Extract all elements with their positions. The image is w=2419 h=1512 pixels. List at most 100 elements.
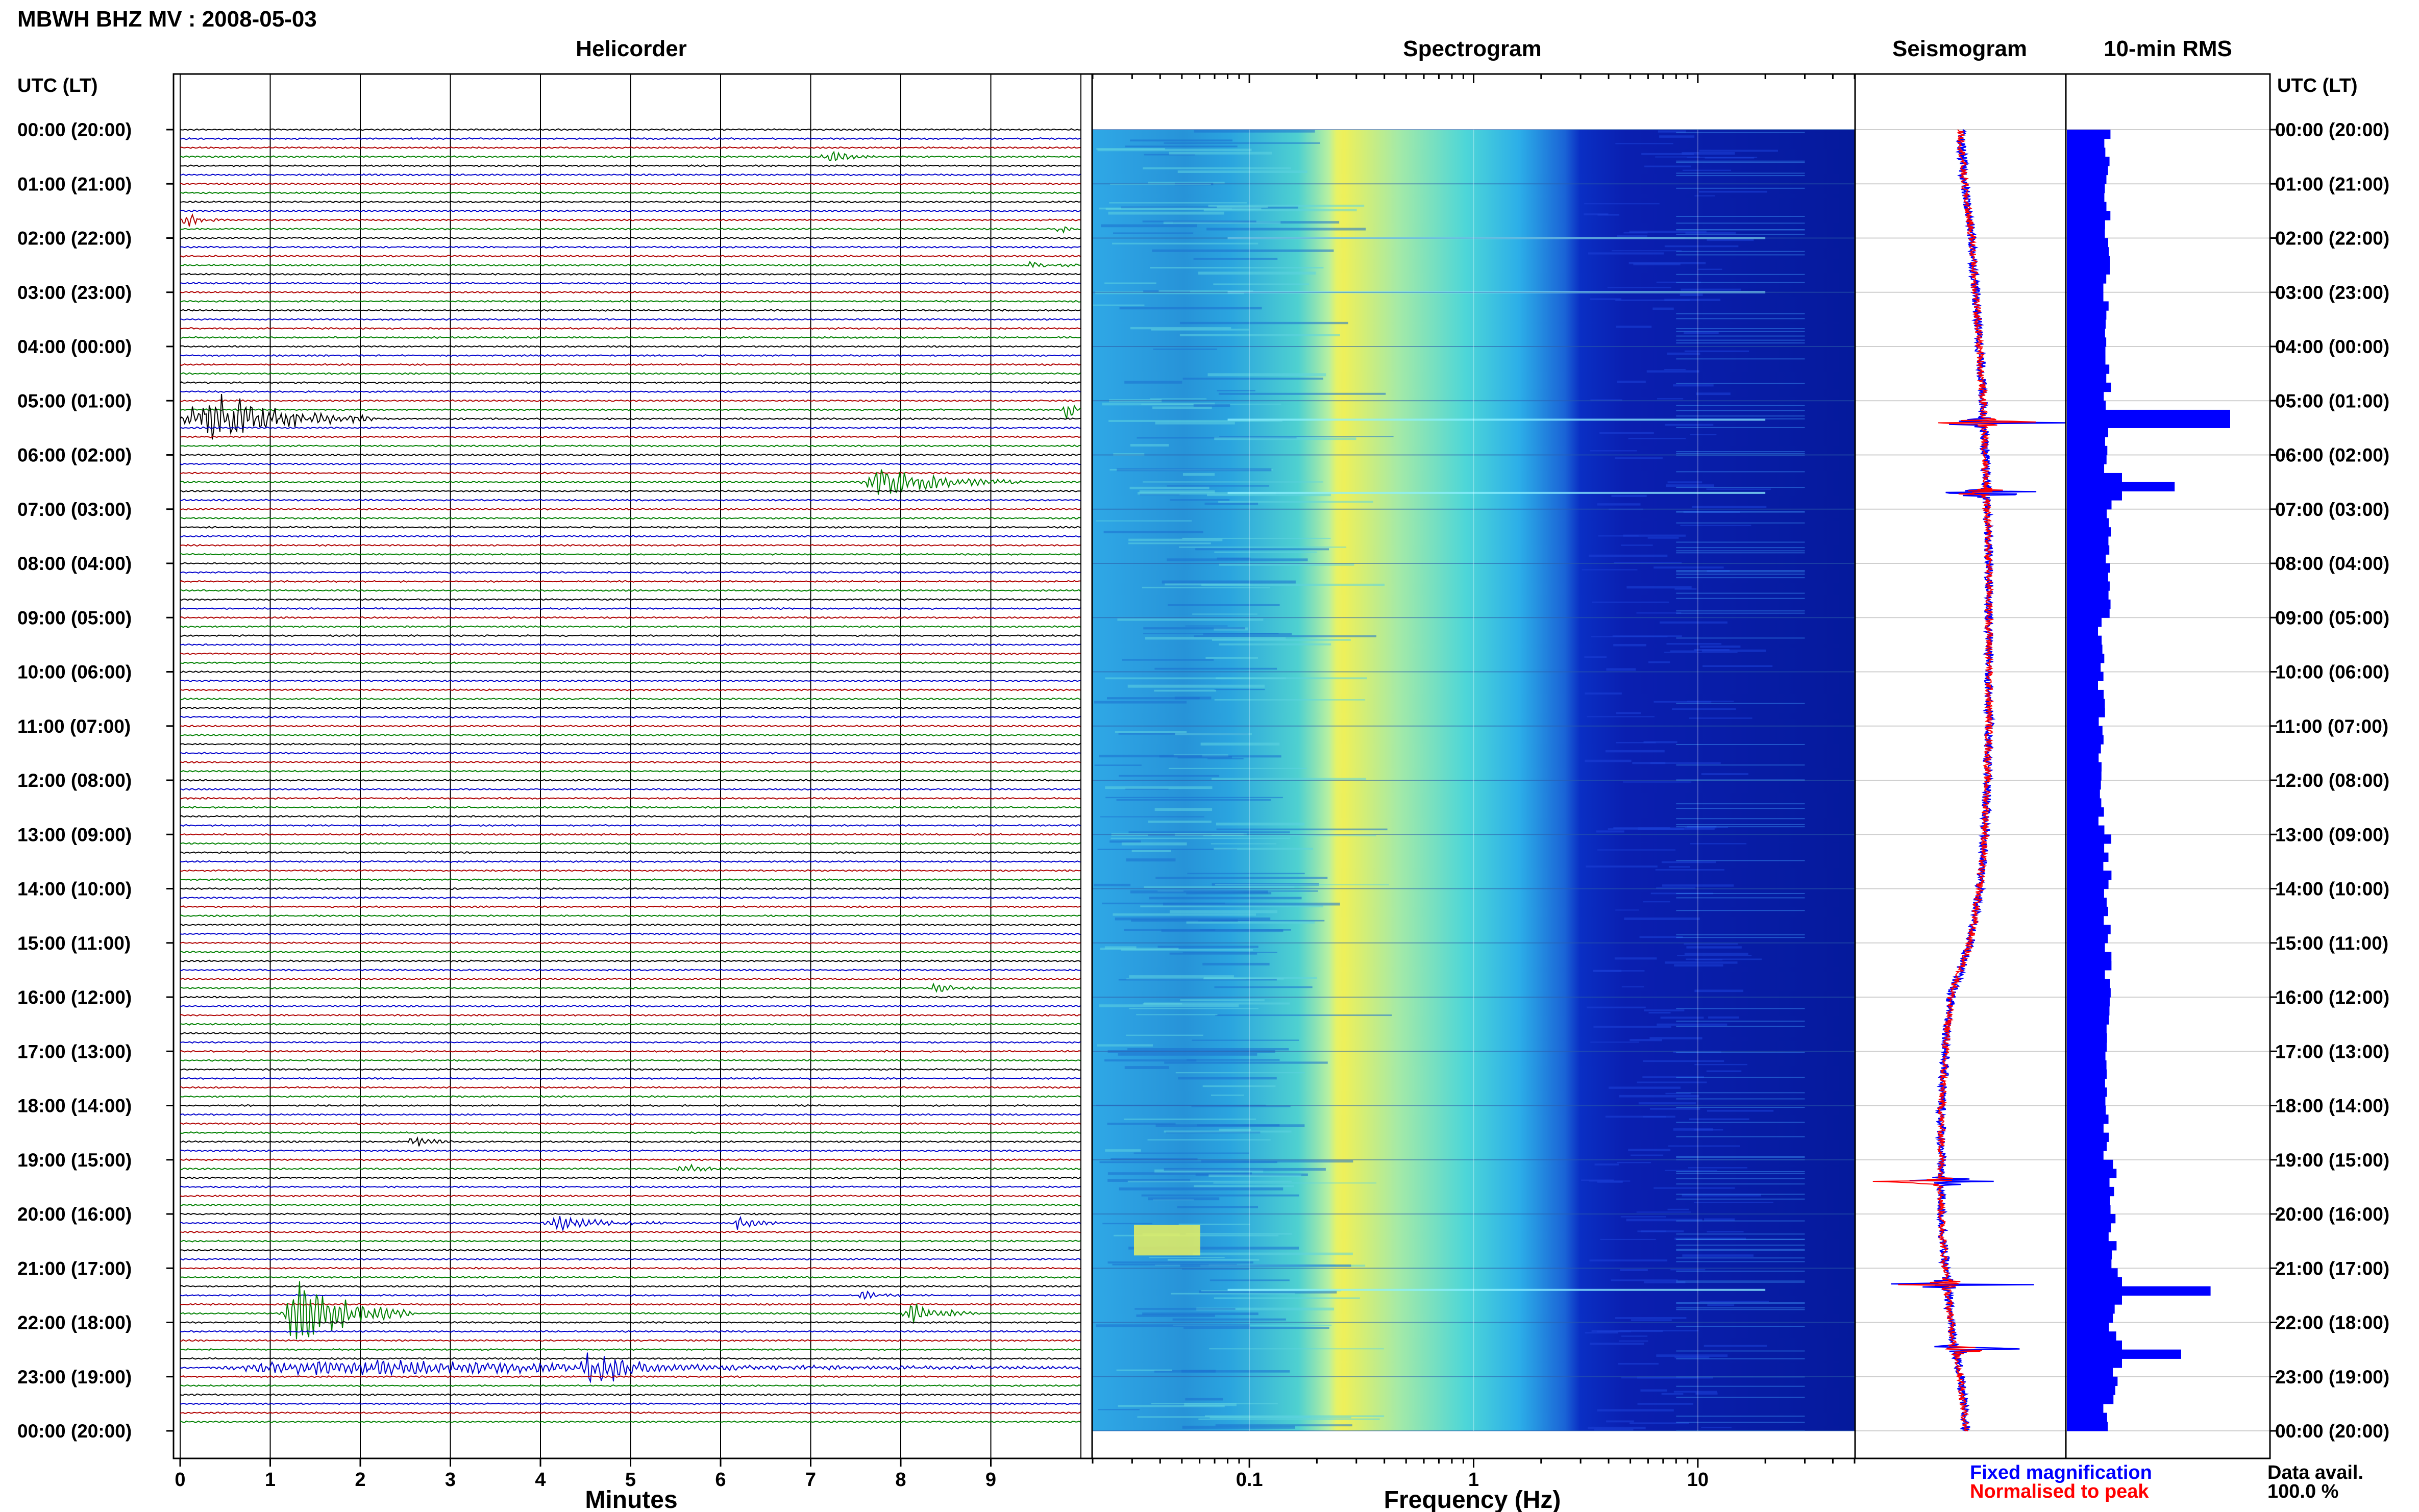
spectrogram-texture: [1650, 762, 1721, 764]
time-label-right: 00:00 (20:00): [2275, 1421, 2389, 1442]
spectrogram-texture: [1097, 148, 1252, 152]
time-label-left: 03:00 (23:00): [17, 282, 132, 303]
spectrogram-texture: [1193, 258, 1278, 260]
time-label-right: 02:00 (22:00): [2275, 228, 2389, 249]
rms-bar: [2067, 617, 2102, 627]
spectrogram-texture: [1155, 877, 1328, 879]
rms-bar: [2067, 861, 2104, 871]
spectrogram-texture: [1186, 1233, 1292, 1235]
helicorder-trace: [180, 643, 1081, 647]
spectrogram-texture: [1676, 1416, 1805, 1417]
spectrogram-texture: [1182, 473, 1215, 476]
spectrogram-texture: [1201, 583, 1385, 586]
spectrogram-texture: [1676, 1358, 1805, 1359]
spectrogram-texture: [1130, 327, 1231, 330]
rms-bar: [2067, 952, 2112, 961]
helicorder-trace: [180, 1068, 1081, 1071]
rms-bar: [2067, 464, 2105, 474]
spectrogram-texture: [1676, 1261, 1805, 1262]
spectrogram-texture: [1676, 547, 1805, 549]
rms-bar: [2067, 997, 2110, 1007]
rms-bar: [2067, 1132, 2109, 1142]
spectrogram-texture: [1676, 612, 1805, 614]
spectrogram-texture: [1215, 1424, 1352, 1427]
spectrogram-texture: [1187, 1059, 1280, 1061]
rms-bar: [2067, 283, 2104, 293]
spectrogram-texture: [1214, 848, 1314, 850]
spectrogram-texture: [1203, 835, 1376, 836]
helicorder-trace: [180, 760, 1081, 764]
helicorder-trace: [180, 137, 1081, 140]
spectrogram-texture: [1099, 754, 1202, 758]
helicorder-trace: [180, 1203, 1081, 1207]
rms-bar: [2067, 753, 2099, 763]
rms-bar: [2067, 925, 2111, 934]
spectrogram-texture: [1124, 1066, 1169, 1069]
seismogram-traces: [1872, 129, 2066, 1432]
spectrogram-texture: [1616, 741, 1656, 743]
spectrogram-texture: [1110, 837, 1291, 839]
spectrogram-texture: [1172, 1318, 1286, 1321]
spectrogram-texture: [1676, 1302, 1805, 1303]
helicorder-trace: [180, 1216, 1081, 1232]
spectrogram-texture: [1666, 484, 1714, 487]
spectrogram-texture: [1676, 808, 1805, 809]
time-label-right: 21:00 (17:00): [2275, 1258, 2389, 1279]
spectrogram-texture: [1154, 689, 1217, 692]
helicorder-trace: [180, 236, 1081, 240]
rms-bar: [2067, 825, 2105, 835]
spectrogram-texture: [1589, 1343, 1644, 1345]
helicorder-trace: [180, 1393, 1081, 1397]
rms-bar: [2067, 138, 2105, 148]
spectrogram-texture: [1615, 457, 1663, 459]
spectrogram-texture: [1182, 1425, 1295, 1429]
helicorder-trace: [180, 1290, 1081, 1300]
spectrogram-texture: [1206, 228, 1366, 231]
spectrogram-texture: [1676, 1156, 1805, 1157]
spectrogram-texture: [1695, 1392, 1718, 1395]
spectrogram-texture: [1145, 637, 1286, 640]
spectrogram-texture: [1688, 1167, 1747, 1169]
spectrogram-texture: [1623, 534, 1686, 537]
time-label-left: 17:00 (13:00): [17, 1041, 132, 1062]
helicorder-trace: [180, 535, 1081, 538]
spectrogram-texture: [1218, 501, 1373, 503]
spectrogram-texture: [1198, 271, 1316, 275]
helicorder-trace: [180, 394, 1081, 440]
helicorder-trace: [180, 309, 1081, 312]
time-label-left: 08:00 (04:00): [17, 553, 132, 574]
helicorder-trace: [180, 1185, 1081, 1188]
rms-bar: [2067, 735, 2104, 745]
seismogram-title: Seismogram: [1892, 36, 2027, 61]
spectrogram-texture: [1107, 1172, 1252, 1175]
rms-bar: [2067, 1142, 2107, 1151]
spectrogram-texture: [1142, 586, 1270, 588]
spectrogram-texture: [1695, 959, 1723, 961]
spectrogram-texture: [1167, 1258, 1260, 1261]
spectrogram-texture: [1130, 139, 1233, 142]
rms-bar: [2067, 699, 2105, 708]
rms-bar: [2067, 473, 2122, 483]
spectrogram-texture: [1616, 712, 1641, 714]
spectrogram-texture: [1665, 424, 1714, 426]
spectrogram-texture: [1192, 1039, 1299, 1041]
spectrogram-texture: [1676, 331, 1805, 332]
spectrogram-texture: [1587, 716, 1655, 717]
helicorder-trace: [180, 390, 1081, 393]
spectrogram-texture: [1219, 563, 1354, 566]
spectrogram-texture: [1214, 437, 1356, 440]
spectrogram-texture: [1676, 405, 1805, 406]
spectrogram-texture: [1699, 150, 1778, 152]
spectrogram-texture: [1676, 522, 1805, 524]
helicorder-trace: [180, 779, 1081, 782]
spectrogram-texture: [1676, 1077, 1805, 1078]
spectrogram-texture: [1697, 268, 1722, 270]
rms-bar: [2067, 681, 2098, 690]
spectrogram-texture: [1210, 1279, 1290, 1281]
spectrogram-texture: [1131, 850, 1172, 853]
helicorder-trace: [180, 1240, 1081, 1243]
spectrogram-texture: [1150, 267, 1324, 269]
spectrogram-texture: [1124, 1118, 1256, 1120]
spectrogram-texture: [1142, 1312, 1258, 1316]
rms-bar: [2067, 401, 2106, 410]
